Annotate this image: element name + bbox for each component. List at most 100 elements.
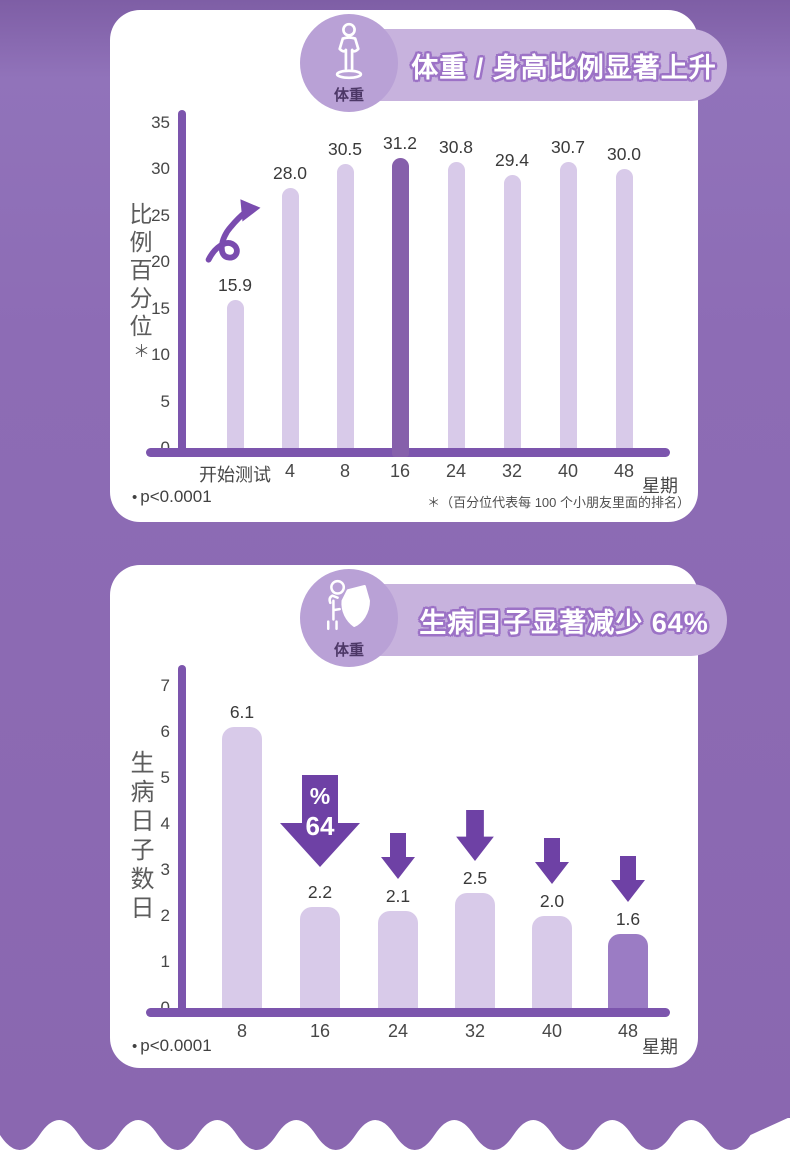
y-axis-title-text: 生病日子数日 (126, 750, 153, 924)
bar-value-week-48: 30.0 (606, 144, 642, 164)
bar-week-48 (608, 934, 648, 1013)
bar-value-week-开始测试: 15.9 (217, 275, 253, 295)
x-label-week-16: 16 (389, 461, 411, 481)
x-label-week-8: 8 (236, 1021, 247, 1041)
y-axis-title: 生病日子数日 (122, 750, 157, 924)
bar-value-week-40: 30.7 (550, 137, 586, 157)
immunity-icon-badge: 体重 (300, 569, 398, 667)
y-tick-7: 7 (160, 676, 170, 695)
bar-value-week-16: 2.2 (307, 882, 333, 902)
x-label-week-40: 40 (541, 1021, 563, 1041)
bar-value-week-8: 30.5 (327, 139, 363, 159)
upward-trend-squiggle-arrow-icon (205, 199, 261, 263)
down-arrow-shape (611, 856, 645, 902)
x-label-week-8: 8 (339, 461, 350, 481)
x-label-week-32: 32 (464, 1021, 486, 1041)
y-tick-4: 4 (160, 814, 170, 833)
decrease-arrow-icon (456, 810, 494, 861)
percentile-bar-chart: 0 5 10 15 20 25 30 35 15.9 开始测试 28.0 4 30.5 8 31.2 16 30… (110, 10, 698, 522)
bar-value-week-48: 1.6 (615, 909, 641, 929)
decrease-arrow-icon (381, 833, 415, 879)
y-tick-0: 0 (124, 998, 170, 1018)
bar-week-8 (336, 164, 354, 453)
bar-week-32 (455, 893, 495, 1013)
x-axis-unit: 星期 (642, 476, 678, 496)
bar-week-16 (391, 158, 409, 457)
arrow-percent-sign: % (309, 783, 331, 809)
y-tick-20: 20 (151, 252, 170, 271)
bar-week-24 (378, 911, 418, 1013)
p-value-note: • p<0.0001 (132, 487, 212, 507)
bar-value-week-32: 29.4 (494, 150, 530, 170)
x-axis-line (146, 1008, 670, 1017)
y-tick-5: 5 (160, 391, 170, 411)
y-tick-35: 35 (151, 112, 170, 132)
section-title-banner: 体重 / 身高比例显著上升 (335, 29, 727, 101)
wavy-bottom-edge (0, 1117, 790, 1150)
weight-height-ratio-card: 体重 / 身高比例显著上升 体重 比例百分位＊ 0 5 10 15 20 25 30 35 15… (110, 10, 727, 522)
bar-value-week-4: 28.0 (272, 163, 308, 183)
p-value-note: • p<0.0001 (132, 1036, 212, 1056)
bar-value-week-16: 31.2 (382, 133, 418, 153)
y-tick-2: 2 (160, 906, 170, 925)
section-title-banner: 生病日子显著减少 64% (335, 584, 727, 656)
decrease-64-percent-arrow-icon: % 64 (280, 775, 360, 867)
bullet: • (132, 489, 138, 506)
x-label-week-32: 32 (501, 461, 523, 481)
x-label-week-40: 40 (557, 461, 579, 481)
p-value-text: p<0.0001 (140, 1036, 212, 1055)
down-arrow-shape (381, 833, 415, 879)
bar-week-32 (503, 175, 521, 453)
x-label-week-开始测试: 开始测试 (199, 465, 271, 485)
bar-value-week-8: 6.1 (229, 702, 255, 722)
y-tick-30: 30 (151, 159, 170, 178)
bullet: • (132, 1038, 138, 1055)
y-tick-3: 3 (160, 860, 170, 879)
x-label-week-16: 16 (309, 1021, 331, 1041)
down-arrow-shape (535, 838, 569, 884)
percentile-footnote: ＊（百分位代表每 100 个小朋友里面的排名） (427, 495, 690, 510)
bar-value-week-24: 2.1 (385, 886, 411, 906)
x-label-week-24: 24 (387, 1021, 409, 1041)
bar-week-开始测试 (226, 300, 244, 453)
bar-value-week-32: 2.5 (462, 868, 488, 888)
x-label-week-4: 4 (284, 461, 295, 481)
decrease-arrow-icon (535, 838, 569, 884)
bar-week-48 (615, 169, 633, 453)
bar-week-8 (222, 727, 262, 1013)
arrow-percent-value: 64 (305, 811, 335, 841)
bar-week-40 (532, 916, 572, 1013)
y-axis-title: 比例百分位＊ (122, 202, 156, 359)
x-label-week-24: 24 (445, 461, 467, 481)
section-title: 生病日子显著减少 64% (419, 607, 709, 638)
y-tick-1: 1 (160, 952, 170, 971)
decrease-arrow-icon (611, 856, 645, 902)
shield-person-icon (326, 579, 370, 631)
bar-week-16 (300, 907, 340, 1013)
bar-week-24 (447, 162, 465, 453)
y-tick-0: 0 (124, 438, 170, 458)
sick-days-card: 生病日子显著减少 64% 体重 生病日子数日 0 1 2 3 4 5 6 7 6.1 8 2.2 16… (110, 565, 727, 1068)
down-arrow-shape (456, 810, 494, 861)
bar-value-week-24: 30.8 (438, 137, 474, 157)
y-axis-line (178, 665, 186, 1017)
x-label-week-48: 48 (613, 461, 635, 481)
y-tick-6: 6 (160, 722, 170, 741)
icon-label: 体重 (333, 87, 364, 104)
p-value-text: p<0.0001 (140, 487, 212, 506)
y-tick-25: 25 (151, 205, 170, 225)
y-axis-line (178, 110, 186, 457)
y-tick-15: 15 (151, 298, 170, 318)
icon-label: 体重 (333, 642, 364, 659)
weight-icon-badge: 体重 (300, 14, 398, 112)
y-tick-5: 5 (160, 768, 170, 787)
y-tick-10: 10 (151, 345, 170, 364)
bar-week-40 (559, 162, 577, 453)
bar-value-week-40: 2.0 (539, 891, 565, 911)
y-axis-title-asterisk: ＊ (130, 342, 149, 359)
y-axis-title-text: 比例百分位 (126, 202, 152, 342)
bar-week-4 (281, 188, 299, 453)
x-axis-unit: 星期 (642, 1037, 678, 1057)
person-height-icon (335, 22, 363, 80)
